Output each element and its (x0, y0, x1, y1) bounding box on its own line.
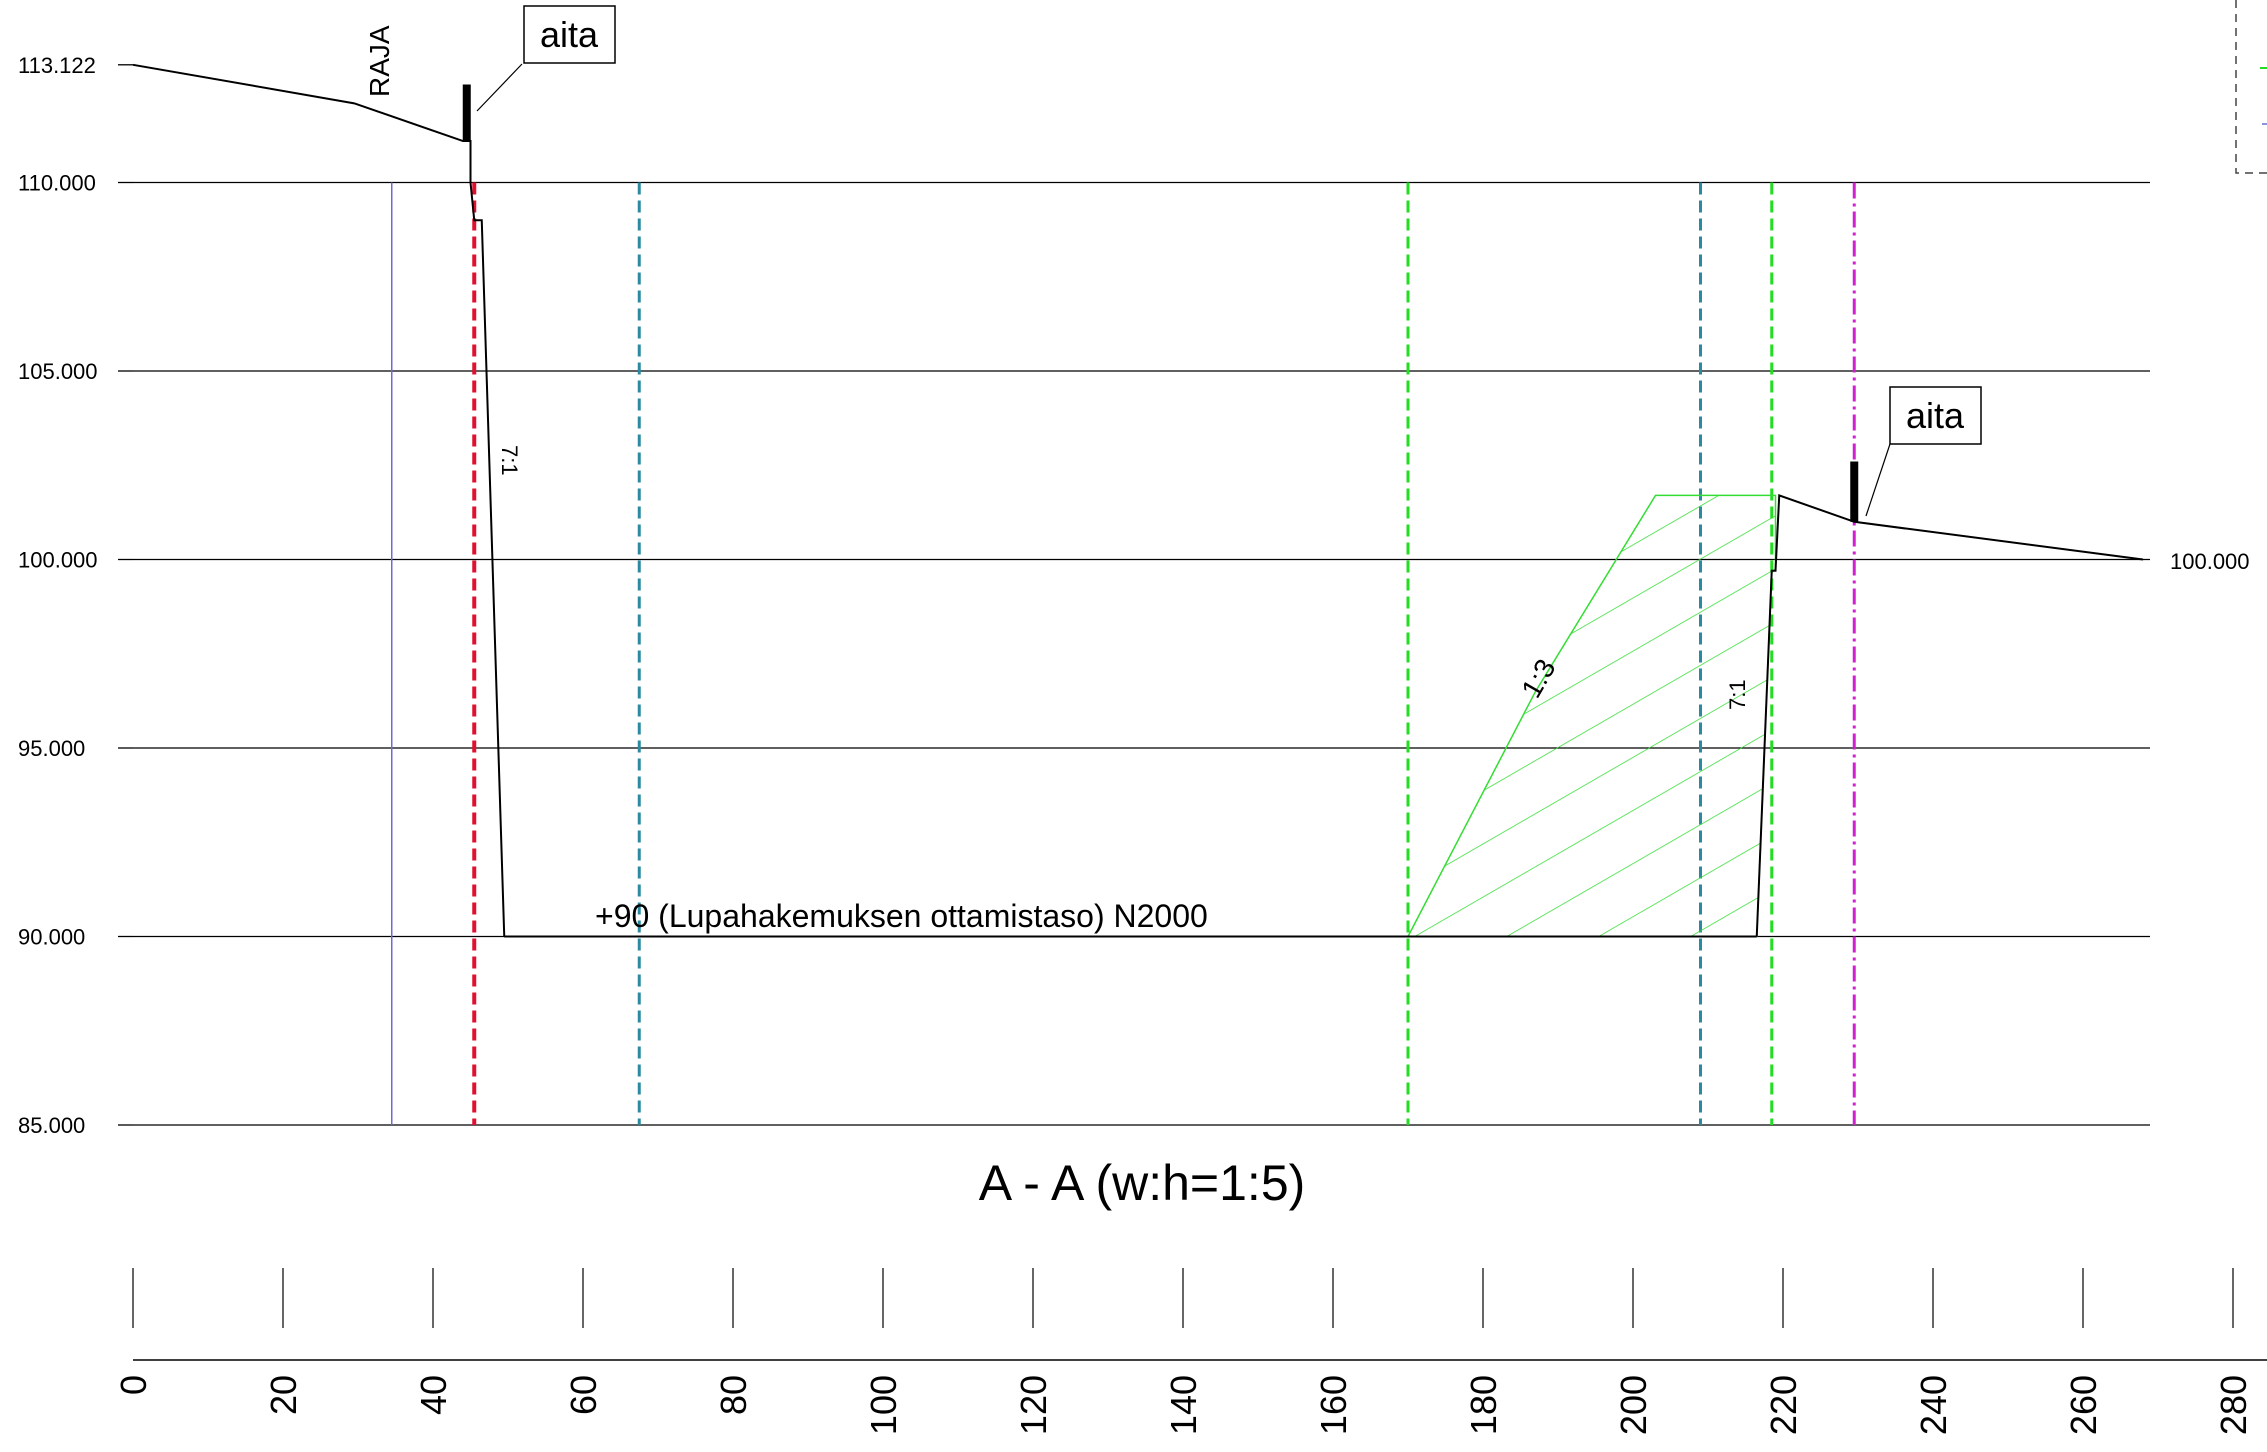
fences (462, 84, 1859, 522)
fence-callout-left: aita (476, 5, 616, 112)
scale-label: 240 (1913, 1375, 1954, 1435)
scale-label: 220 (1763, 1375, 1804, 1435)
scale-label: 160 (1313, 1375, 1354, 1435)
elevation-axis-labels: 113.122 85.000 90.000 95.000 100.000 105.000… (18, 53, 98, 1138)
scale-label: 120 (1013, 1375, 1054, 1435)
elevation-grid (118, 64, 2150, 1126)
scale-label: 60 (563, 1375, 604, 1415)
elevation-label: 105.000 (18, 359, 98, 384)
scale-label: 100 (863, 1375, 904, 1435)
fill-polygon (1406, 494, 1777, 938)
scale-label: 140 (1163, 1375, 1204, 1435)
fence-label-left: aita (540, 14, 599, 55)
ground-profile (132, 63, 2144, 938)
scale-label: 260 (2063, 1375, 2104, 1435)
elevation-label: 110.000 (18, 171, 96, 196)
scale-label: 200 (1613, 1375, 1654, 1435)
scale-label: 280 (2213, 1375, 2254, 1435)
elevation-label: 85.000 (18, 1113, 85, 1138)
ground-line-left (132, 63, 506, 937)
legend-box-fragment (2235, 0, 2267, 174)
right-level-label: 100.000 (2170, 549, 2250, 574)
elevation-label: 100.000 (18, 548, 98, 573)
scale-label: 40 (413, 1375, 454, 1415)
ground-line-right (1755, 494, 2144, 937)
fence-label-right: aita (1906, 395, 1965, 436)
elevation-label: 90.000 (18, 925, 85, 950)
left-slope-label: 7:1 (497, 445, 522, 476)
scale-label: 0 (113, 1375, 154, 1395)
scale-label: 180 (1463, 1375, 1504, 1435)
scale-label: 20 (263, 1375, 304, 1415)
right-slope-label: 7:1 (1725, 679, 1750, 710)
fill-area-hatched (1406, 494, 1777, 938)
elevation-label: 95.000 (18, 736, 85, 761)
fence-callout-right: aita (1865, 386, 1982, 517)
scale-label: 80 (713, 1375, 754, 1415)
distance-scale: 0 20 40 60 80 100 120 140 160 180 200 220 240 260 280 (113, 1268, 2267, 1435)
extraction-level-label: +90 (Lupahakemuksen ottamistaso) N2000 (595, 898, 1208, 934)
section-title: A - A (w:h=1:5) (979, 1155, 1306, 1211)
top-elevation-label: 113.122 (18, 53, 96, 78)
raja-label: RAJA (364, 25, 395, 97)
